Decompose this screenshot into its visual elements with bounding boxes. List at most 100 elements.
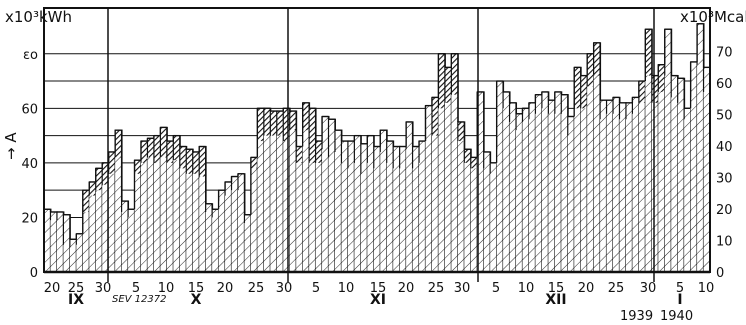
bar-lower (76, 244, 84, 272)
left-tick-label: 60 (21, 102, 38, 117)
x-tick-label: 20 (398, 281, 415, 296)
bar-lower (645, 75, 653, 272)
plot-frame (43, 7, 711, 282)
bar-lower (651, 102, 659, 272)
bar-lower (257, 141, 265, 272)
x-tick-label: 5 (132, 281, 140, 296)
month-label: XI (370, 292, 386, 308)
bar-lower (192, 173, 200, 272)
left-tick-label: εο (23, 48, 38, 63)
chart-note: SEV 12372 (112, 294, 167, 305)
bar-lower (490, 173, 498, 272)
bar-lower (186, 173, 194, 272)
right-tick-label: 40 (716, 140, 733, 155)
bar-lower (541, 108, 549, 272)
month-label: XII (545, 292, 566, 308)
bar-lower (386, 162, 394, 272)
month-label: I (677, 292, 682, 308)
bar-lower (684, 119, 692, 273)
x-tick-label: 10 (338, 281, 355, 296)
x-tick-label: 5 (312, 281, 320, 296)
right-tick-label: 20 (716, 203, 733, 218)
bar-lower (567, 135, 575, 272)
bar-lower (309, 162, 316, 272)
right-tick-label: 30 (716, 172, 733, 187)
x-tick-label: 20 (217, 281, 234, 296)
bar-lower (516, 130, 523, 272)
x-tick-label: 15 (188, 281, 205, 296)
left-axis-symbol: → A (2, 132, 20, 160)
bar-lower (212, 217, 219, 272)
bar-lower (250, 168, 258, 272)
x-tick-label: 5 (676, 281, 684, 296)
bar-lower (632, 113, 640, 272)
x-tick-label: 5 (492, 281, 500, 296)
bar-lower (115, 157, 122, 272)
bar-lower (658, 91, 666, 273)
bar-lower (587, 86, 595, 272)
bar-lower (477, 135, 485, 272)
bar-lower (134, 173, 142, 272)
bar-lower (470, 168, 478, 272)
bar-lower (50, 220, 58, 272)
x-tick-label: 15 (548, 281, 565, 296)
bar-lower (625, 119, 633, 273)
bar-lower (412, 168, 420, 272)
x-tick-label: 10 (698, 281, 715, 296)
bar-lower (354, 162, 362, 272)
bar-lower (419, 162, 426, 272)
bar-lower (451, 94, 459, 273)
bar-lower (548, 113, 556, 272)
bar-lower (444, 102, 452, 272)
bar-lower (554, 113, 562, 272)
bar-lower (671, 97, 679, 273)
bar-lower (360, 173, 368, 272)
bar-lower (199, 176, 207, 272)
right-tick-label: 0 (716, 266, 724, 281)
bar-lower (44, 217, 51, 272)
bar-lower (503, 108, 510, 272)
bar-lower (315, 162, 323, 272)
right-tick-label: 10 (716, 235, 733, 250)
bar-lower (270, 135, 278, 272)
bar-lower (205, 211, 213, 272)
bar-lower (63, 244, 71, 272)
x-axis-month-labels: IX X XI XII I (68, 292, 683, 308)
bar-lower (147, 157, 155, 272)
bar-lower (406, 149, 413, 272)
year-label-1940: 1940 (660, 309, 693, 324)
bar-lower (128, 217, 135, 272)
x-tick-label: 20 (578, 281, 595, 296)
bar-lower (283, 141, 291, 272)
x-axis-day-labels: 20 25 30 5 10 15 20 25 30 5 10 15 20 25 30 5 10 15 20 25 30 5… (44, 281, 715, 296)
x-tick-label: 30 (640, 281, 657, 296)
bar-lower (509, 121, 517, 273)
year-label-1939: 1939 (620, 309, 653, 324)
bar-lower (173, 160, 181, 272)
bar-lower (664, 75, 672, 272)
bar-lower (393, 168, 401, 272)
right-axis-ticks: 0 10 20 30 40 50 60 70 (716, 46, 733, 281)
bar-lower (380, 151, 388, 272)
x-tick-label: 10 (158, 281, 175, 296)
bar-lower (276, 135, 284, 272)
bar-lower (69, 247, 77, 272)
bar-lower (140, 162, 148, 272)
bar-lower (166, 162, 174, 272)
bar-lower (367, 162, 375, 272)
bar-lower (302, 130, 310, 272)
bar-lower (289, 130, 297, 272)
bar-lower (179, 168, 187, 272)
bar-lower (606, 113, 614, 272)
bar-lower (600, 119, 607, 273)
right-tick-label: 70 (716, 46, 733, 61)
bar-lower (373, 168, 381, 272)
bar-lower (496, 149, 504, 272)
month-label: X (191, 292, 202, 308)
bar-lower (347, 168, 355, 272)
bar-lower (535, 113, 543, 272)
bar-lower (334, 151, 342, 272)
bar-lower (464, 162, 472, 272)
bar-lower (244, 222, 252, 272)
